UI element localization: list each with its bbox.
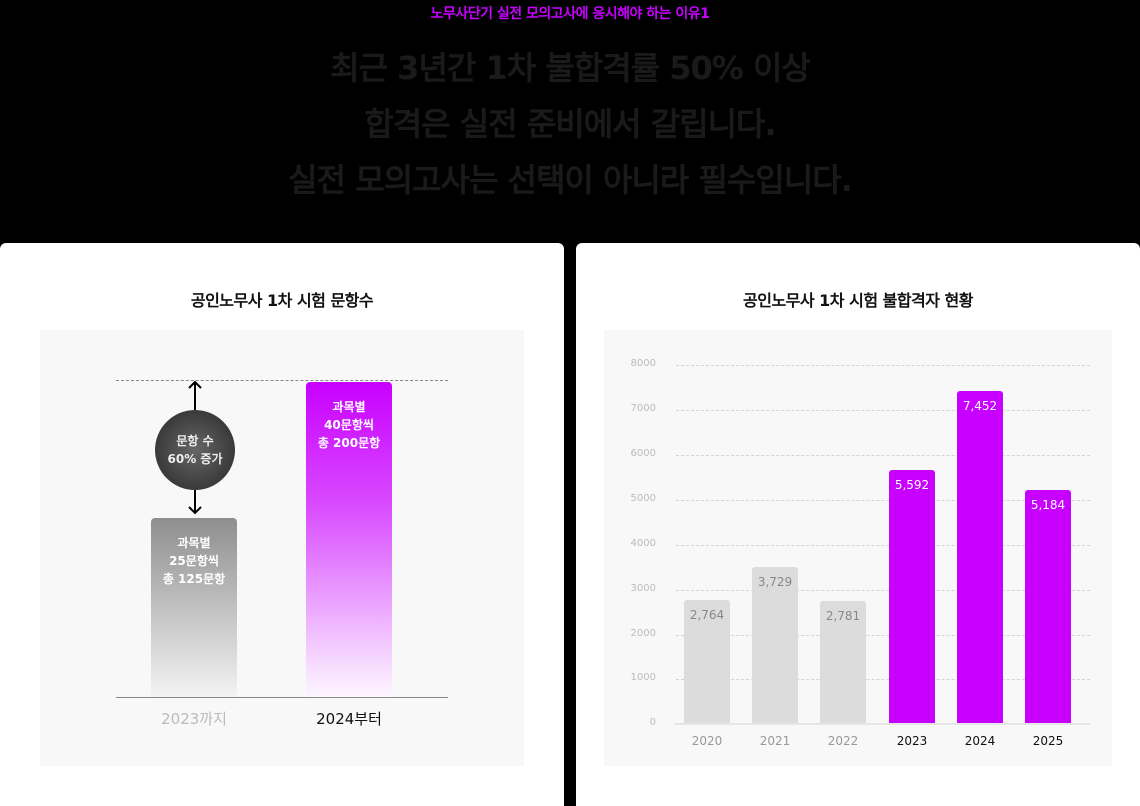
baseline (116, 697, 448, 698)
headline: 최근 3년간 1차 불합격률 50% 이상 합격은 실전 준비에서 갈립니다. … (0, 40, 1140, 208)
headline-line-3: 실전 모의고사는 선택이 아니라 필수입니다. (288, 161, 853, 199)
bar-label: 과목별 40문항씩 총 200문항 (317, 400, 381, 450)
y-tick: 4000 (630, 538, 656, 549)
category-label: 2024부터 (316, 710, 382, 728)
y-tick: 0 (649, 717, 656, 728)
bar-2025: 5,184 (1025, 490, 1071, 724)
bar-2023: 5,592 (889, 470, 935, 724)
y-tick: 8000 (630, 358, 656, 369)
arrow-shaft-down (194, 490, 196, 512)
y-tick: 5000 (630, 493, 656, 504)
card-title: 공인노무사 1차 시험 문항수 (190, 291, 374, 310)
bar-2023: 과목별 25문항씩 총 125문항 (151, 518, 237, 697)
failure-count-card: 공인노무사 1차 시험 불합격자 현황 8000 7000 6000 5000 … (576, 243, 1140, 806)
bar-label: 과목별 25문항씩 총 125문항 (162, 536, 226, 586)
bar-2024: 7,452 (957, 391, 1003, 724)
bar-2020: 2,764 (684, 600, 730, 724)
y-tick: 6000 (630, 448, 656, 459)
x-tick: 2022 (827, 734, 859, 748)
bar-value: 5,592 (894, 478, 930, 492)
target-dashed-line (116, 380, 448, 381)
x-tick: 2023 (896, 734, 928, 748)
headline-line-1: 최근 3년간 1차 불합격률 50% 이상 (330, 49, 811, 87)
bar-2024: 과목별 40문항씩 총 200문항 (306, 382, 392, 697)
card-title: 공인노무사 1차 시험 불합격자 현황 (743, 291, 974, 310)
gridline (676, 679, 1090, 680)
failure-count-chart: 8000 7000 6000 5000 4000 3000 2000 1000 … (604, 330, 1112, 766)
question-count-chart: 문항 수 60% 증가 과목별 25문항씩 총 125문항 과목별 40문항씩 … (40, 330, 524, 766)
bar-value: 2,764 (689, 608, 725, 622)
y-tick: 2000 (630, 628, 656, 639)
y-tick: 7000 (630, 403, 656, 414)
increase-badge: 문항 수 60% 증가 (155, 410, 235, 490)
headline-line-2: 합격은 실전 준비에서 갈립니다. (364, 105, 776, 143)
bar-2022: 2,781 (820, 601, 866, 724)
y-tick: 1000 (630, 672, 656, 683)
gridline (676, 545, 1090, 546)
bar-value: 2,781 (825, 609, 861, 623)
x-axis (674, 723, 1090, 725)
bar-value: 3,729 (757, 575, 793, 589)
gridline (676, 590, 1090, 591)
gridline (676, 635, 1090, 636)
x-tick: 2025 (1032, 734, 1064, 748)
gridline (676, 500, 1090, 501)
arrow-shaft-up (194, 382, 196, 410)
question-count-card: 공인노무사 1차 시험 문항수 문항 수 60% 증가 과목별 25문항씩 총 … (0, 243, 564, 806)
arrow-down-icon (188, 506, 202, 515)
gridline (676, 455, 1090, 456)
gridline (676, 410, 1090, 411)
category-label: 2023까지 (161, 710, 227, 728)
eyebrow-text: 노무사단기 실전 모의고사에 응시해야 하는 이유1 (430, 6, 710, 22)
x-tick: 2020 (691, 734, 723, 748)
x-tick: 2024 (964, 734, 996, 748)
bar-2021: 3,729 (752, 567, 798, 724)
y-tick: 3000 (630, 583, 656, 594)
arrow-up-icon (188, 380, 202, 389)
bar-value: 7,452 (962, 399, 998, 413)
bar-value: 5,184 (1030, 498, 1066, 512)
x-tick: 2021 (759, 734, 791, 748)
gridline (676, 365, 1090, 366)
